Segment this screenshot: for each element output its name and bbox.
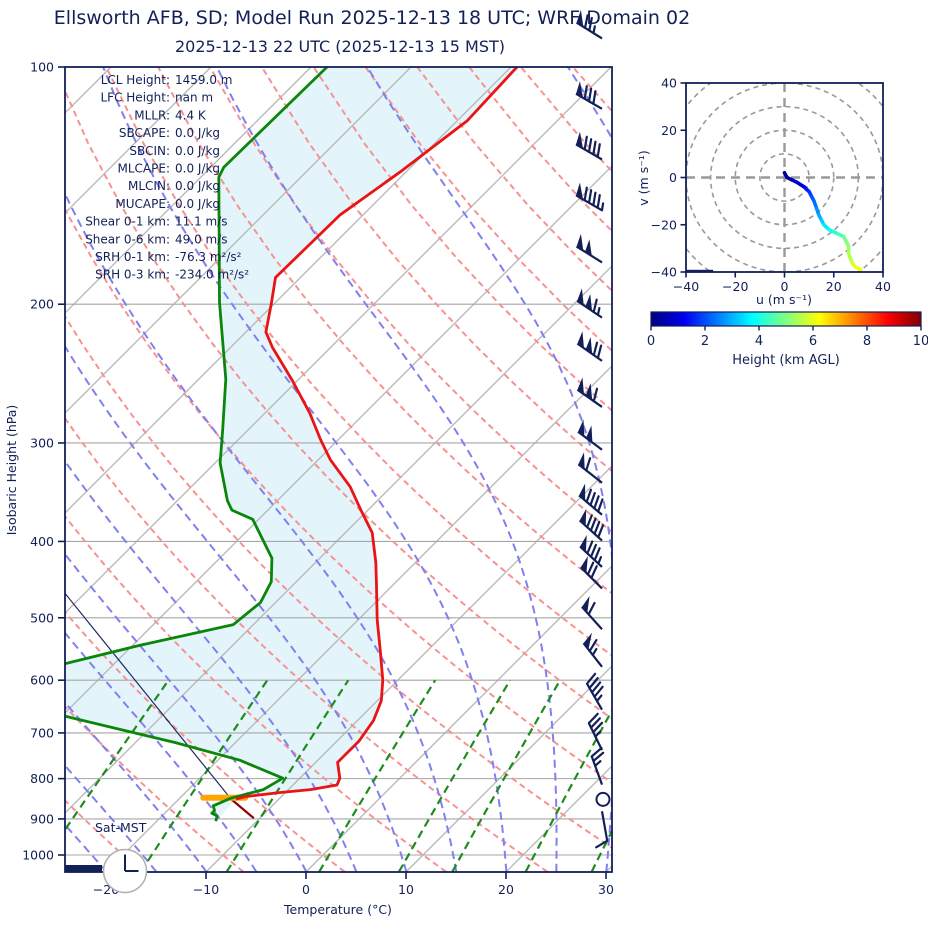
stat-label: SRH 0-3 km: bbox=[95, 268, 170, 282]
hodo-u-tick-label: −40 bbox=[673, 279, 699, 294]
stat-value: 0.0 J/kg bbox=[175, 144, 220, 158]
stat-value: 0.0 J/kg bbox=[175, 162, 220, 176]
stat-value: 0.0 J/kg bbox=[175, 179, 220, 193]
pressure-tick-label: 600 bbox=[30, 673, 54, 688]
stat-label: SBCAPE: bbox=[119, 126, 170, 140]
x-tick-label: 0 bbox=[302, 882, 310, 897]
stat-label: MLCAPE: bbox=[118, 162, 171, 176]
hodo-v-tick-label: −20 bbox=[651, 217, 677, 232]
pressure-tick-label: 100 bbox=[30, 60, 54, 75]
pressure-tick-label: 700 bbox=[30, 725, 54, 740]
colorbar-tick-label: 4 bbox=[755, 334, 763, 349]
stat-label: Shear 0-1 km: bbox=[85, 215, 170, 229]
stat-label: MUCAPE: bbox=[115, 197, 170, 211]
y-axis-label: Isobaric Height (hPa) bbox=[4, 405, 19, 536]
hodo-u-tick-label: 20 bbox=[826, 279, 842, 294]
x-tick-label: 20 bbox=[498, 882, 514, 897]
x-tick-label: 10 bbox=[398, 882, 414, 897]
valid-time-subtitle: 2025-12-13 22 UTC (2025-12-13 15 MST) bbox=[175, 37, 505, 56]
stat-label: LFC Height: bbox=[101, 91, 171, 105]
stat-value: 11.1 m/s bbox=[175, 215, 228, 229]
colorbar-label: Height (km AGL) bbox=[732, 353, 840, 368]
stat-value: -234.0 m²/s² bbox=[175, 268, 249, 282]
skewt-profiles bbox=[65, 67, 519, 822]
wind-barb-column bbox=[575, 9, 611, 849]
stat-value: 49.0 m/s bbox=[175, 232, 228, 246]
sounding-stats-block: LCL Height: 1459.0 m LFC Height: nan m MLLR:… bbox=[85, 73, 249, 282]
x-axis-label: Temperature (°C) bbox=[283, 902, 392, 917]
time-elapsed-bar bbox=[65, 865, 102, 872]
pressure-tick-label: 1000 bbox=[22, 848, 54, 863]
x-tick-label: 30 bbox=[598, 882, 614, 897]
stat-value: 4.4 K bbox=[175, 108, 207, 122]
colorbar-tick-label: 0 bbox=[647, 334, 655, 349]
colorbar-axes: 0 2 4 6 8 10 bbox=[647, 326, 928, 349]
stat-label: LCL Height: bbox=[101, 73, 170, 87]
skewt-plot-frame bbox=[64, 66, 613, 873]
stat-label: MLCIN: bbox=[128, 179, 170, 193]
colorbar-tick-label: 8 bbox=[863, 334, 871, 349]
figure-title: Ellsworth AFB, SD; Model Run 2025-12-13 … bbox=[54, 7, 690, 29]
hodo-v-tick-label: 0 bbox=[669, 170, 677, 185]
pressure-tick-label: 500 bbox=[30, 610, 54, 625]
stat-label: Shear 0-6 km: bbox=[85, 232, 170, 246]
pressure-tick-label: 800 bbox=[30, 771, 54, 786]
stat-value: 0.0 J/kg bbox=[175, 126, 220, 140]
colorbar-tick-label: 10 bbox=[913, 334, 928, 349]
hodograph-inset bbox=[686, 83, 883, 272]
height-colorbar bbox=[650, 311, 922, 327]
stat-value: 0.0 J/kg bbox=[175, 197, 220, 211]
pressure-tick-label: 200 bbox=[30, 297, 54, 312]
hodo-v-tick-label: 40 bbox=[661, 76, 677, 91]
hodo-u-tick-label: 0 bbox=[781, 279, 789, 294]
hodo-v-tick-label: −40 bbox=[651, 265, 677, 280]
clock-icon bbox=[102, 848, 148, 894]
stat-value: 1459.0 m bbox=[175, 73, 233, 87]
hodo-u-tick-label: −20 bbox=[722, 279, 748, 294]
pressure-tick-label: 300 bbox=[30, 435, 54, 450]
x-tick-label: −10 bbox=[193, 882, 219, 897]
pressure-tick-label: 400 bbox=[30, 534, 54, 549]
stat-label: SBCIN: bbox=[129, 144, 170, 158]
hodo-u-tick-label: 40 bbox=[875, 279, 891, 294]
colorbar-tick-label: 2 bbox=[701, 334, 709, 349]
hodo-v-tick-label: 20 bbox=[661, 123, 677, 138]
colorbar-tick-label: 6 bbox=[809, 334, 817, 349]
hodograph-x-label: u (m s⁻¹) bbox=[756, 292, 812, 307]
pressure-tick-label: 900 bbox=[30, 811, 54, 826]
stat-label: MLLR: bbox=[134, 108, 170, 122]
stat-value: nan m bbox=[175, 91, 213, 105]
day-annotation: Sat-MST bbox=[95, 820, 147, 835]
skewt-axes: −20 −10 0 10 20 30100200300400500600700800900… bbox=[22, 60, 614, 898]
stat-value: -76.3 m²/s² bbox=[175, 250, 242, 264]
hodograph-y-label: v (m s⁻¹) bbox=[636, 150, 651, 205]
stat-label: SRH 0-1 km: bbox=[95, 250, 170, 264]
hodograph-axes: −40−40 −20 −20 0 0 20 20 40 40 bbox=[651, 76, 891, 295]
